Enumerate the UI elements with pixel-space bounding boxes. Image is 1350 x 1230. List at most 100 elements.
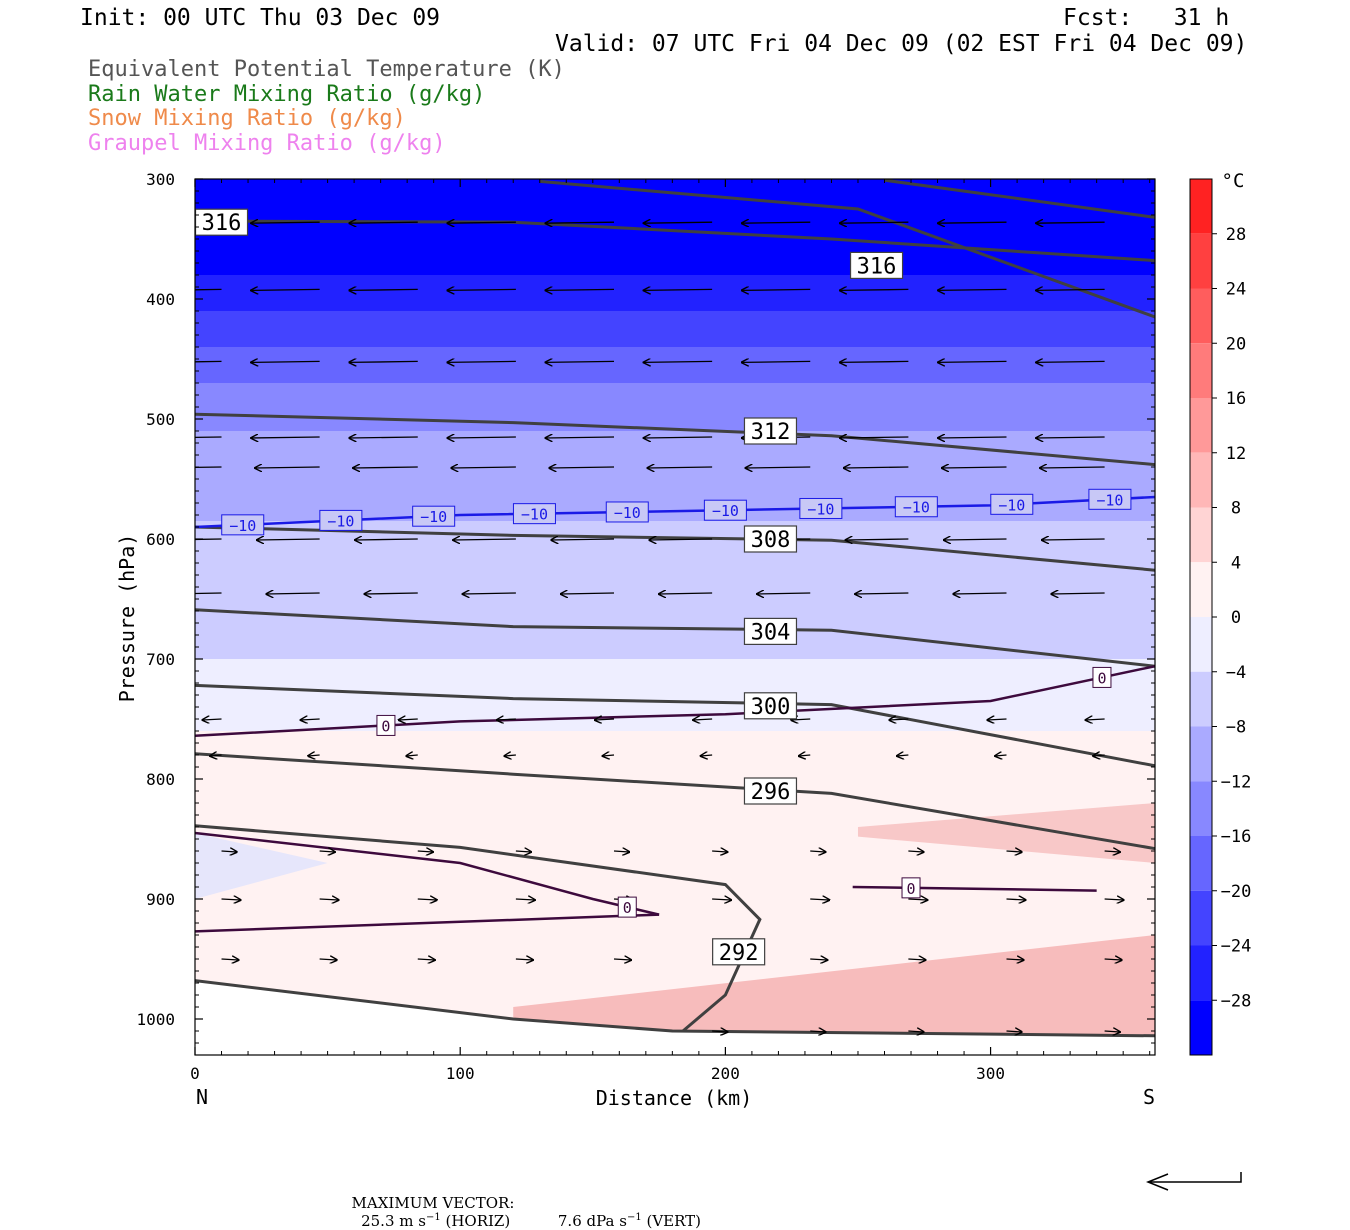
forecast-hour: Fcst: 31 h xyxy=(1063,5,1230,31)
wind-vector xyxy=(195,538,222,541)
colorbar-label: 8 xyxy=(1231,499,1241,519)
wind-vector xyxy=(195,466,222,469)
wind-vector xyxy=(251,222,320,223)
temperature-band xyxy=(195,275,1155,311)
wind-vector xyxy=(349,437,418,438)
maximum-vector-text: MAXIMUM VECTOR: 25.3 m s−1 (HORIZ) 7.6 d… xyxy=(342,1176,701,1230)
wind-vector xyxy=(251,361,320,362)
wind-vector xyxy=(908,1031,923,1032)
wind-vector xyxy=(266,593,320,594)
wind-vector xyxy=(308,755,320,756)
wind-vector xyxy=(938,361,1007,362)
wind-vector xyxy=(746,467,811,468)
wind-vector xyxy=(301,719,320,720)
wind-vector xyxy=(349,222,418,223)
theta-e-label: 300 xyxy=(751,695,791,720)
isotherm-label: 0 xyxy=(623,899,632,917)
wind-vector xyxy=(613,959,631,960)
wind-vector xyxy=(546,361,615,362)
warm-patch xyxy=(513,935,1155,1055)
wind-vector xyxy=(221,851,237,852)
colorbar-segment xyxy=(1190,890,1212,946)
wind-vector xyxy=(595,719,615,720)
wind-vector xyxy=(349,361,418,362)
colorbar-segment xyxy=(1190,617,1212,672)
wind-vector xyxy=(1086,719,1105,720)
warm-patch xyxy=(857,803,1155,863)
isotherm-label-box xyxy=(319,509,363,531)
wind-vector xyxy=(365,593,418,594)
wind-vector xyxy=(938,222,1007,223)
legend-snow: Snow Mixing Ratio (g/kg) xyxy=(88,106,406,131)
valid-time: Valid: 07 UTC Fri 04 Dec 09 (02 EST Fri … xyxy=(555,31,1248,57)
terrain-mask xyxy=(195,980,1155,1055)
colorbar-label: −12 xyxy=(1221,772,1252,792)
theta-e-contour xyxy=(195,608,1155,668)
wind-vector xyxy=(855,593,909,594)
colorbar-segment xyxy=(1190,452,1212,508)
wind-vector xyxy=(406,755,418,756)
wind-vector xyxy=(659,593,713,594)
colorbar-segment xyxy=(1190,507,1212,563)
colorbar-label: 12 xyxy=(1226,444,1246,464)
theta-e-label-box xyxy=(712,938,766,966)
max-vector-vertical: 7.6 dPa s xyxy=(557,1212,627,1230)
wind-vector xyxy=(908,959,925,960)
temperature-band xyxy=(195,347,1155,383)
isotherm-label-box xyxy=(901,877,921,899)
wind-vector xyxy=(742,361,811,362)
wind-vector xyxy=(1104,959,1122,960)
temperature-band xyxy=(195,659,1155,731)
wind-vector xyxy=(1104,851,1120,852)
isotherm-label-box xyxy=(990,493,1034,515)
colorbar-label: −24 xyxy=(1221,937,1252,957)
isotherm-label-box xyxy=(703,499,747,521)
isotherm-label: −10 xyxy=(327,512,354,530)
wind-vector xyxy=(644,222,713,223)
isotherm-line xyxy=(195,664,1155,738)
colorbar-segment xyxy=(1190,288,1212,344)
isotherm-label-box xyxy=(412,505,456,527)
isotherm-label: −10 xyxy=(903,499,930,517)
wind-vector xyxy=(1093,755,1105,756)
x-tick-label: 100 xyxy=(446,1064,475,1083)
plot-frame xyxy=(194,178,1156,1056)
y-tick-label: 900 xyxy=(146,890,175,909)
wind-vector xyxy=(938,437,1007,438)
wind-vector xyxy=(840,222,909,223)
wind-vector xyxy=(399,719,418,720)
wind-vector xyxy=(447,361,516,362)
wind-vector xyxy=(644,289,713,290)
theta-e-contour xyxy=(195,525,1155,572)
wind-vector xyxy=(319,899,339,900)
y-tick-label: 500 xyxy=(146,410,175,429)
isotherm-label-box xyxy=(617,896,637,918)
isotherm-label: −10 xyxy=(420,508,447,526)
theta-e-label-box xyxy=(743,525,798,553)
wind-vectors xyxy=(195,222,1123,1032)
wind-vector xyxy=(515,899,535,900)
wind-vector xyxy=(1042,539,1105,540)
colorbar-segment xyxy=(1190,671,1212,727)
axes: 300 400 500 600 700 800 900 1000 0 100 200 300 xyxy=(136,170,1155,1083)
wind-vector xyxy=(1036,437,1105,438)
init-time: Init: 00 UTC Thu 03 Dec 09 xyxy=(80,5,441,31)
wind-vector xyxy=(561,593,615,594)
theta-e-label: 316 xyxy=(857,254,897,279)
colorbar-segment xyxy=(1190,726,1212,782)
theta-e-label: 308 xyxy=(751,528,791,553)
wind-vector xyxy=(549,467,615,468)
wind-vector xyxy=(953,593,1007,594)
isotherm-label-box xyxy=(1088,488,1132,510)
max-vector-horizontal: 25.3 m s xyxy=(361,1212,426,1230)
wind-vector xyxy=(840,289,909,290)
wind-vector xyxy=(497,719,516,720)
colorbar-label: −20 xyxy=(1221,882,1252,902)
isotherm-label: −10 xyxy=(521,506,548,524)
wind-vector xyxy=(257,539,320,540)
theta-e-label: 312 xyxy=(751,420,791,445)
theta-e-contour xyxy=(195,412,1155,467)
wind-vector xyxy=(195,288,222,291)
wind-vector xyxy=(693,719,713,720)
colorbar-label: −8 xyxy=(1226,718,1246,738)
